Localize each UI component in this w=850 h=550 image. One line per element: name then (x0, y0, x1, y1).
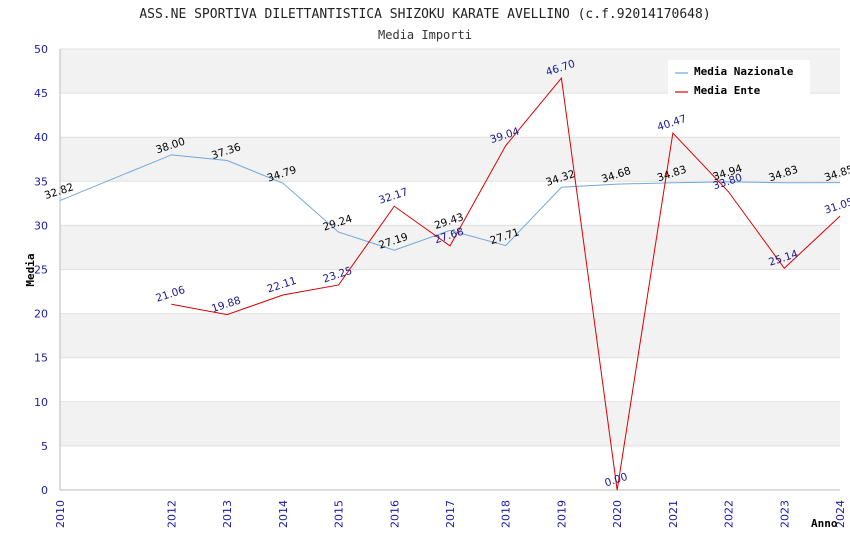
data-label-ente: 32.17 (377, 186, 409, 207)
data-label-ente: 19.88 (210, 294, 242, 315)
y-tick-label: 25 (34, 264, 48, 277)
x-tick-label: 2017 (444, 500, 457, 528)
legend-label-nazionale: Media Nazionale (694, 65, 794, 78)
chart-title: ASS.NE SPORTIVA DILETTANTISTICA SHIZOKU … (139, 7, 710, 22)
series-line-ente (171, 76, 841, 491)
x-tick-labels: 2010 2012 2013 2014 2015 2016 2017 2018 2019 2020… (54, 500, 847, 528)
plot-band (60, 313, 840, 358)
legend-box (668, 60, 810, 96)
y-tick-label: 30 (34, 219, 48, 232)
data-label-ente: 22.11 (266, 275, 298, 296)
y-tick-labels: 0 5 10 15 20 25 30 35 40 45 50 (34, 43, 48, 497)
y-axis-label: Media (24, 253, 37, 286)
grid-lines (60, 48, 840, 447)
x-tick-label: 2019 (555, 500, 568, 528)
y-tick-label: 35 (34, 175, 48, 188)
series-lines (59, 76, 841, 491)
data-label-ente: 31.05 (823, 196, 850, 217)
y-tick-label: 5 (41, 440, 48, 453)
y-tick-label: 50 (34, 43, 48, 56)
legend-label-ente: Media Ente (694, 84, 761, 97)
x-tick-label: 2022 (723, 500, 736, 528)
x-axis-label: Anno (811, 517, 838, 530)
x-tick-label: 2016 (388, 500, 401, 528)
x-tick-label: 2012 (165, 500, 178, 528)
x-tick-label: 2021 (667, 500, 680, 528)
y-tick-label: 15 (34, 352, 48, 365)
x-tick-label: 2013 (221, 500, 234, 528)
y-tick-label: 40 (34, 131, 48, 144)
y-tick-label: 0 (41, 484, 48, 497)
x-tick-label: 2010 (54, 500, 67, 528)
x-tick-label: 2024 (834, 500, 847, 528)
y-tick-label: 45 (34, 87, 48, 100)
x-tick-label: 2018 (500, 500, 513, 528)
data-label-ente: 40.47 (656, 113, 688, 134)
chart-subtitle: Media Importi (378, 28, 472, 42)
y-tick-label: 10 (34, 396, 48, 409)
data-label-ente: 21.06 (154, 284, 187, 305)
y-tick-label: 20 (34, 308, 48, 321)
x-tick-label: 2023 (778, 500, 791, 528)
plot-band (60, 401, 840, 446)
plot-bands (60, 49, 840, 446)
x-tick-label: 2014 (277, 500, 290, 528)
axes (59, 49, 840, 491)
plot-band (60, 225, 840, 270)
plot-band (60, 137, 840, 182)
x-tick-label: 2020 (611, 500, 624, 528)
x-tick-label: 2015 (333, 500, 346, 528)
legend: Media Nazionale Media Ente (668, 60, 810, 97)
